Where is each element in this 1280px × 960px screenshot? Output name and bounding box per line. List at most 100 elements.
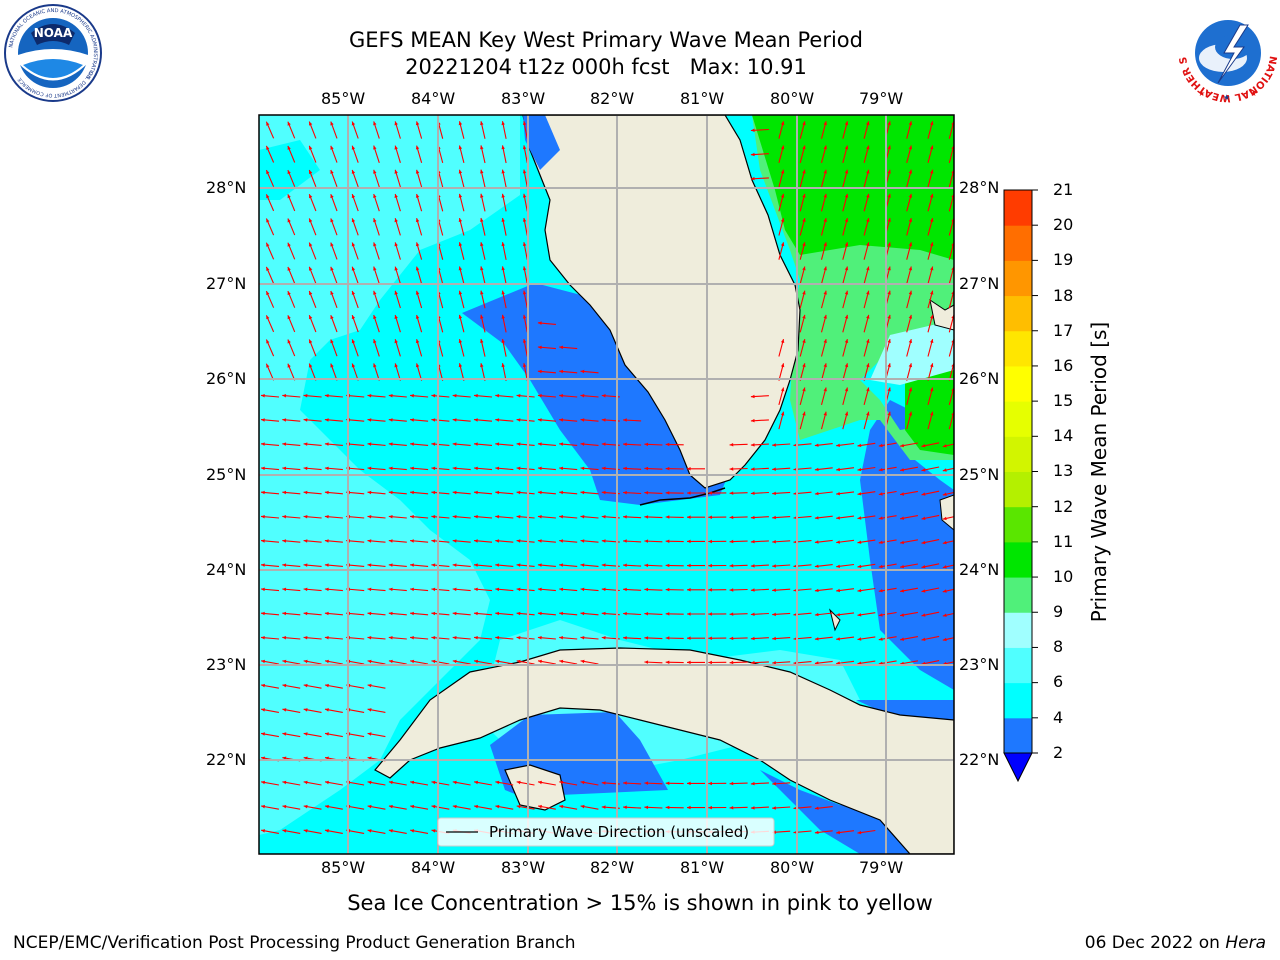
wave-arrow (708, 660, 727, 665)
wave-arrow (900, 442, 918, 448)
wave-arrow (750, 176, 769, 181)
wave-arrow (410, 466, 429, 471)
wave-arrow (580, 394, 599, 398)
wave-arrow (559, 490, 578, 495)
wave-arrow (750, 588, 769, 592)
wave-arrow (522, 121, 528, 139)
wave-arrow (287, 290, 296, 308)
wave-arrow (750, 781, 769, 786)
wave-arrow (303, 780, 322, 786)
wave-arrow (367, 539, 386, 543)
wave-arrow (308, 193, 317, 212)
wave-arrow (473, 466, 493, 471)
wave-arrow (367, 587, 386, 592)
wave-arrow (814, 515, 833, 520)
wave-arrow (351, 290, 359, 309)
wave-arrow (516, 490, 535, 495)
wave-arrow (836, 539, 855, 544)
wave-arrow (863, 338, 870, 357)
period-band-4-6-nw (259, 140, 320, 200)
wave-arrow (260, 515, 280, 519)
noaa-logo-text: NOAA (34, 26, 73, 40)
wave-arrow (458, 363, 465, 381)
wave-arrow (303, 804, 322, 810)
map-frame (258, 114, 955, 855)
lat-label-right-24n: 24°N (959, 560, 1000, 579)
wave-arrow (820, 169, 827, 188)
wave-arrow (516, 780, 535, 786)
wave-arrow (480, 338, 486, 357)
wave-arrow (480, 290, 486, 309)
run-date: 06 Dec 2022 on Hera (1085, 933, 1266, 953)
wave-arrow (410, 780, 429, 786)
wave-arrow (410, 636, 429, 640)
wave-arrow (394, 314, 401, 333)
wave-arrow (708, 491, 727, 495)
wave-arrow (388, 804, 407, 810)
wave-arrow (452, 466, 471, 471)
colorbar-tick-19: 19 (1053, 250, 1074, 269)
bahamas-andros (939, 494, 954, 531)
wave-arrow (644, 636, 663, 640)
colorbar-segment (1004, 401, 1032, 437)
wave-arrow (772, 661, 791, 665)
wave-arrow (282, 563, 301, 567)
wave-arrow (452, 780, 471, 786)
wave-arrow (687, 636, 705, 640)
wave-arrow (324, 490, 343, 495)
wave-arrow (836, 515, 855, 520)
wave-arrow (260, 539, 280, 543)
colorbar-extend-arrow (1003, 752, 1033, 783)
wave-arrow (410, 804, 429, 810)
wave-arrow (287, 218, 296, 236)
wave-arrow (799, 169, 806, 188)
wave-arrow (373, 314, 380, 333)
wave-arrow (820, 338, 827, 357)
wave-arrow (388, 563, 407, 567)
wave-arrow (480, 121, 486, 139)
wave-arrow (431, 636, 450, 640)
wave-arrow (687, 781, 705, 786)
wave-arrow (458, 217, 465, 236)
wave-arrow (367, 659, 386, 665)
colorbar-tick-16: 16 (1053, 356, 1074, 375)
cuba-land (374, 647, 954, 854)
wave-arrow (900, 636, 918, 641)
wave-arrow (287, 339, 296, 357)
wave-arrow (452, 539, 471, 543)
wave-arrow (452, 587, 471, 592)
wave-arrow (522, 217, 528, 236)
wave-arrow (303, 611, 322, 616)
wave-arrow (367, 490, 386, 495)
wave-arrow (415, 242, 423, 260)
colorbar-tick-12: 12 (1053, 497, 1074, 516)
wave-arrow (820, 217, 827, 236)
wave-arrow (863, 121, 870, 139)
wave-arrow (537, 369, 556, 374)
wave-arrow (900, 611, 918, 617)
wave-arrow (410, 515, 429, 519)
wave-arrow (324, 708, 343, 713)
wave-arrow (351, 145, 359, 163)
wave-arrow (906, 266, 913, 285)
wave-arrow (287, 145, 296, 163)
wave-arrow (863, 411, 870, 430)
wave-arrow (927, 145, 934, 164)
wave-arrow (900, 539, 918, 545)
wave-arrow (927, 217, 934, 236)
lon-label-top-84w: 84°W (411, 89, 456, 108)
wave-arrow (644, 466, 663, 471)
wave-arrow (836, 467, 855, 472)
wave-arrow (495, 804, 514, 810)
colorbar-segment (1004, 260, 1032, 297)
wave-arrow (665, 491, 684, 495)
wave-arrow (942, 467, 954, 472)
wave-arrow (394, 266, 401, 284)
wave-arrow (415, 363, 423, 381)
wave-arrow (330, 121, 338, 139)
wave-arrow (900, 587, 918, 593)
wave-arrow (495, 539, 514, 543)
wave-arrow (303, 732, 322, 738)
wave-arrow (906, 217, 913, 236)
